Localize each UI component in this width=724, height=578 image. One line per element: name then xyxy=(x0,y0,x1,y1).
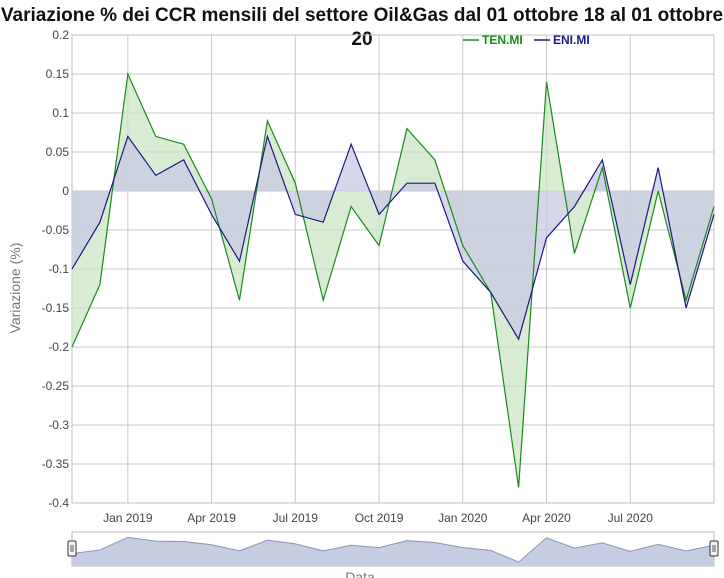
y-tick-label: 0.1 xyxy=(52,106,69,120)
navigator-handle-left[interactable] xyxy=(67,540,77,557)
series-area-eni-mi xyxy=(72,136,714,340)
y-tick-label: 0 xyxy=(62,184,69,198)
x-tick-label: Jul 2020 xyxy=(608,511,654,525)
y-tick-label: 0.15 xyxy=(46,67,70,81)
series-line-ten-mi xyxy=(71,71,715,488)
y-tick-label: 0.2 xyxy=(52,28,69,42)
series-lines xyxy=(71,71,715,488)
series-line-eni-mi xyxy=(71,134,715,341)
x-axis-title: Data xyxy=(345,569,375,578)
y-tick-label: 0.05 xyxy=(46,145,70,159)
legend-label: TEN.MI xyxy=(482,33,523,47)
x-tick-label: Jan 2020 xyxy=(438,511,488,525)
legend: TEN.MI ENI.MI xyxy=(463,33,590,47)
navigator[interactable] xyxy=(67,531,719,567)
x-tick-label: Apr 2019 xyxy=(187,511,236,525)
y-tick-label: -0.15 xyxy=(42,301,70,315)
y-tick-label: -0.1 xyxy=(48,262,69,276)
y-axis-title: Variazione (%) xyxy=(7,243,23,334)
y-tick-label: -0.2 xyxy=(48,340,69,354)
series-areas xyxy=(72,74,714,488)
navigator-series-line xyxy=(71,536,715,563)
x-tick-label: Jul 2019 xyxy=(273,511,319,525)
navigator-series-area xyxy=(72,537,714,566)
y-tick-label: -0.05 xyxy=(42,223,70,237)
grid xyxy=(71,34,715,504)
series-area-ten-mi xyxy=(72,74,714,488)
legend-label: ENI.MI xyxy=(553,33,590,47)
navigator-handle-right[interactable] xyxy=(709,540,719,557)
y-tick-label: -0.25 xyxy=(42,379,70,393)
y-tick-labels: 0.2 0.15 0.1 0.05 0 -0.05 -0.1 -0.15 -0.2 -0.25 -0… xyxy=(42,28,70,510)
x-tick-label: Oct 2019 xyxy=(355,511,404,525)
x-tick-labels: Jan 2019 Apr 2019 Jul 2019 Oct 2019 Jan 2020… xyxy=(103,511,653,525)
y-tick-label: -0.35 xyxy=(42,457,70,471)
y-tick-label: -0.4 xyxy=(48,496,69,510)
x-tick-label: Jan 2019 xyxy=(103,511,153,525)
chart-title: Variazione % dei CCR mensili del settore… xyxy=(0,5,724,50)
y-tick-label: -0.3 xyxy=(48,418,69,432)
x-tick-label: Apr 2020 xyxy=(522,511,571,525)
